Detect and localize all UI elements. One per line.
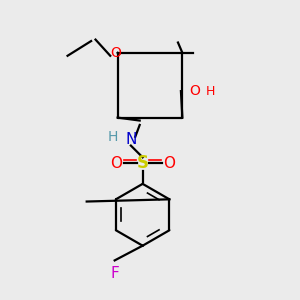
Text: O: O [111,46,122,60]
Text: O: O [190,84,201,98]
Text: S: S [136,154,148,172]
Text: H: H [108,130,119,144]
Text: F: F [110,266,119,281]
Text: N: N [125,132,136,147]
Text: O: O [110,156,122,171]
Text: H: H [206,85,215,98]
Text: O: O [163,156,175,171]
